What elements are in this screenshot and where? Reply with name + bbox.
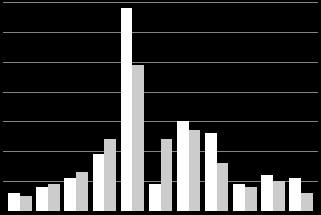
Bar — [301, 193, 313, 211]
Bar — [160, 139, 172, 211]
Bar — [289, 178, 301, 211]
Bar — [133, 65, 144, 211]
Bar — [121, 8, 133, 211]
Bar — [261, 175, 273, 211]
Bar — [177, 121, 189, 211]
Bar — [104, 139, 116, 211]
Bar — [217, 163, 229, 211]
Bar — [92, 154, 104, 211]
Bar — [149, 184, 160, 211]
Bar — [36, 187, 48, 211]
Bar — [245, 187, 256, 211]
Bar — [233, 184, 245, 211]
Bar — [8, 193, 20, 211]
Bar — [76, 172, 88, 211]
Bar — [205, 133, 217, 211]
Bar — [273, 181, 285, 211]
Bar — [65, 178, 76, 211]
Bar — [20, 196, 32, 211]
Bar — [189, 130, 200, 211]
Bar — [48, 184, 60, 211]
